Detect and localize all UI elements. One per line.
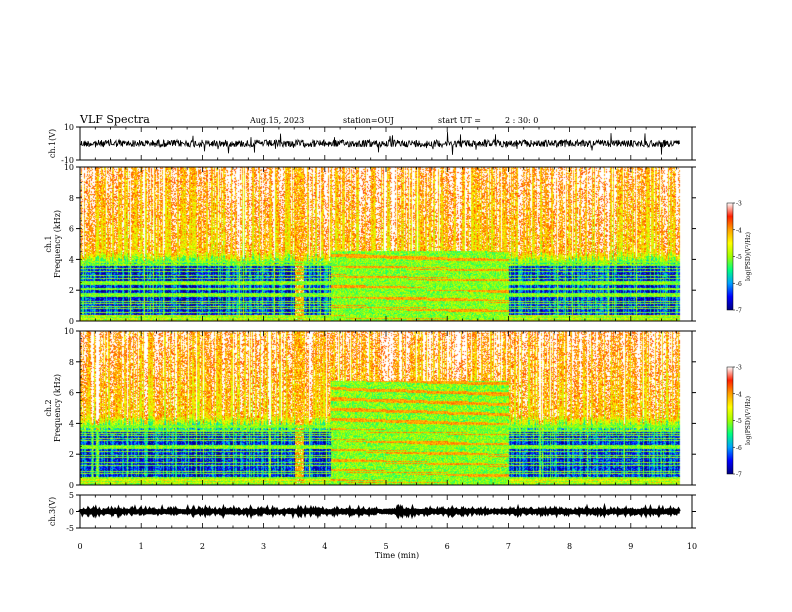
colorbars-layer: -3 -4 -5 -6 -7 log(PSD)(V²/Hz) -3 -4 -5 -6 -7 log(P… [726, 201, 752, 479]
ch1-spectrogram-ylabel-1: Frequency (kHz) [53, 210, 62, 278]
x-tick-label-1: 1 [139, 542, 144, 551]
ch1-spectrogram-cb-label-3: -6 [736, 281, 742, 288]
ch3-waveform-ytick-label-1: 0 [69, 508, 74, 517]
ch1-spectrogram-cb-label-0: -3 [736, 201, 742, 208]
x-tick-label-6: 6 [445, 542, 450, 551]
ch2-spectrogram-cb-label-3: -6 [736, 445, 742, 452]
ch2-spectrogram-panel [80, 331, 692, 485]
ch2-spectrogram-ytick-label-3: 6 [69, 389, 74, 398]
ch2-spectrogram-cb-label-1: -4 [736, 391, 742, 398]
x-tick-label-4: 4 [322, 542, 327, 551]
ch2-spectrogram-ylabel-0: ch.2 [44, 399, 53, 416]
x-tick-label-8: 8 [567, 542, 572, 551]
ch2-spectrogram-ytick-label-5: 10 [64, 327, 74, 336]
ch1-spectrogram-ytick-label-1: 2 [69, 286, 74, 295]
ch1-spectrogram-ytick-label-3: 6 [69, 225, 74, 234]
ch3-waveform-panel [78, 502, 681, 520]
ch1-waveform-trace [79, 131, 680, 155]
station-label: station=OUJ [343, 116, 394, 125]
x-tick-label-2: 2 [200, 542, 205, 551]
x-tick-label-0: 0 [77, 542, 82, 551]
ch1-spectrogram-ytick-label-0: 0 [69, 317, 74, 326]
ch1-waveform-ytick-label-0: 10 [64, 123, 74, 132]
start-ut-value: 2 : 30: 0 [505, 116, 538, 125]
ch1-spectrogram-ylabel-0: ch.1 [44, 235, 53, 252]
ch2-spectrogram-cb-title: log(PSD)(V²/Hz) [745, 396, 752, 445]
ch2-spectrogram-image [80, 331, 692, 485]
ch1-spectrogram-cb-title: log(PSD)(V²/Hz) [745, 232, 752, 281]
ch2-spectrogram-ytick-label-4: 8 [69, 358, 74, 367]
ch1-spectrogram-colorbar [726, 202, 734, 311]
ch2-spectrogram-ytick-label-2: 4 [69, 419, 74, 428]
ch2-spectrogram-ylabel-1: Frequency (kHz) [53, 374, 62, 442]
ch1-waveform-ylabel-0: ch.1(V) [48, 129, 57, 158]
start-ut-label: start UT = [438, 116, 481, 125]
ch3-waveform-ylabel-0: ch.3(V) [48, 497, 57, 526]
x-tick-label-10: 10 [687, 542, 697, 551]
ch1-spectrogram-image [80, 167, 692, 321]
ch1-waveform-ytick-label-1: -10 [61, 156, 74, 165]
ch1-spectrogram-panel [80, 167, 692, 321]
ch2-spectrogram-colorbar [726, 366, 734, 475]
ch2-spectrogram-cb-label-4: -7 [736, 472, 742, 479]
date-label: Aug.15, 2023 [249, 116, 304, 125]
x-tick-label-9: 9 [628, 542, 633, 551]
x-tick-label-3: 3 [261, 542, 266, 551]
ch1-spectrogram-cb-label-4: -7 [736, 308, 742, 315]
ch2-spectrogram-cb-label-2: -5 [736, 418, 742, 425]
ch1-spectrogram-ytick-label-2: 4 [69, 255, 74, 264]
x-tick-label-5: 5 [383, 542, 388, 551]
ch3-waveform-trace [78, 502, 681, 520]
ch2-spectrogram-ytick-label-0: 0 [69, 481, 74, 490]
x-axis-label: Time (min) [375, 551, 419, 560]
ch1-waveform-panel [79, 131, 680, 155]
figure-title: VLF Spectra [79, 113, 150, 126]
ch3-waveform-ytick-label-2: -5 [66, 524, 74, 533]
ch1-spectrogram-ytick-label-4: 8 [69, 194, 74, 203]
ch3-waveform-ytick-label-0: 5 [69, 491, 74, 500]
ch1-spectrogram-cb-label-2: -5 [736, 254, 742, 261]
ch2-spectrogram-ytick-label-1: 2 [69, 450, 74, 459]
x-tick-label-7: 7 [506, 542, 511, 551]
ch1-spectrogram-ytick-label-5: 10 [64, 163, 74, 172]
ch1-spectrogram-cb-label-1: -4 [736, 227, 742, 234]
ch2-spectrogram-cb-label-0: -3 [736, 365, 742, 372]
